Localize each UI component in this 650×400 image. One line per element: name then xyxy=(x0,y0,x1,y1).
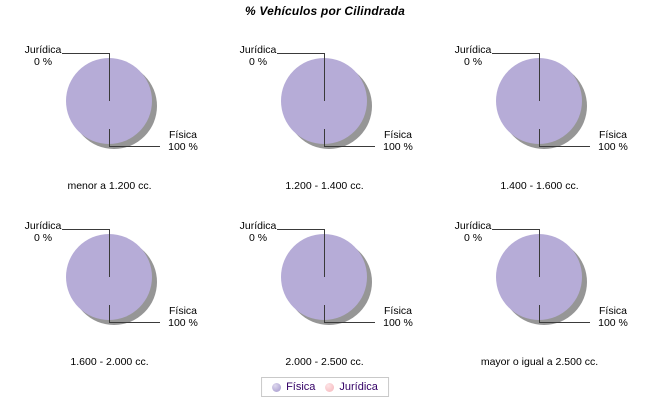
juridica-callout-line xyxy=(62,53,110,54)
fisica-callout-line-horizontal xyxy=(109,322,160,323)
slice-label-fisica: Física 100 % xyxy=(160,305,206,329)
slice-label-fisica-value: 100 % xyxy=(598,317,628,329)
chart-caption: 2.000 - 2.500 cc. xyxy=(285,356,364,368)
juridica-callout-line xyxy=(277,53,325,54)
slice-label-juridica: Jurídica 0 % xyxy=(15,220,71,244)
slice-label-fisica-name: Física xyxy=(383,305,412,317)
slice-label-fisica-value: 100 % xyxy=(383,317,413,329)
fisica-callout-line-horizontal xyxy=(324,322,375,323)
fisica-callout-line-vertical xyxy=(109,305,110,323)
slice-divider-line xyxy=(539,53,540,101)
slice-label-juridica-value: 0 % xyxy=(463,56,483,68)
slice-label-juridica: Jurídica 0 % xyxy=(445,44,501,68)
slice-label-fisica-name: Física xyxy=(598,129,627,141)
pie-chart: Jurídica 0 % Física 100 % 1.200 - 1.400 … xyxy=(217,30,432,206)
juridica-callout-line xyxy=(492,53,540,54)
fisica-callout-line-vertical xyxy=(324,129,325,147)
slice-label-juridica: Jurídica 0 % xyxy=(445,220,501,244)
slice-label-fisica-value: 100 % xyxy=(598,141,628,153)
juridica-callout-line xyxy=(277,229,325,230)
slice-divider-line xyxy=(324,53,325,101)
slice-label-juridica-value: 0 % xyxy=(33,232,53,244)
chart-caption: menor a 1.200 cc. xyxy=(67,180,152,192)
chart-caption: 1.400 - 1.600 cc. xyxy=(500,180,579,192)
pie-chart: Jurídica 0 % Física 100 % 1.400 - 1.600 … xyxy=(432,30,647,206)
fisica-callout-line-horizontal xyxy=(539,146,590,147)
legend-label-fisica: Física xyxy=(286,381,316,393)
fisica-callout-line-vertical xyxy=(539,129,540,147)
slice-label-juridica-name: Jurídica xyxy=(239,44,277,56)
slice-label-fisica: Física 100 % xyxy=(590,305,636,329)
slice-label-juridica-name: Jurídica xyxy=(24,220,62,232)
legend: Física Jurídica xyxy=(261,377,389,397)
juridica-callout-line xyxy=(62,229,110,230)
slice-label-juridica-name: Jurídica xyxy=(454,220,492,232)
fisica-callout-line-vertical xyxy=(324,305,325,323)
page-title: % Vehículos por Cilindrada xyxy=(244,4,406,18)
fisica-callout-line-horizontal xyxy=(324,146,375,147)
slice-label-fisica-name: Física xyxy=(598,305,627,317)
slice-label-fisica: Física 100 % xyxy=(375,305,421,329)
slice-divider-line xyxy=(324,229,325,277)
chart-caption: 1.600 - 2.000 cc. xyxy=(70,356,149,368)
fisica-callout-line-horizontal xyxy=(539,322,590,323)
pie-chart: Jurídica 0 % Física 100 % mayor o igual … xyxy=(432,206,647,382)
slice-label-juridica: Jurídica 0 % xyxy=(230,44,286,68)
slice-label-juridica-name: Jurídica xyxy=(24,44,62,56)
slice-label-fisica: Física 100 % xyxy=(590,129,636,153)
legend-label-juridica: Jurídica xyxy=(339,381,378,393)
slice-divider-line xyxy=(539,229,540,277)
slice-label-fisica-value: 100 % xyxy=(168,317,198,329)
slice-label-juridica-name: Jurídica xyxy=(454,44,492,56)
slice-label-juridica-value: 0 % xyxy=(463,232,483,244)
slice-label-fisica-name: Física xyxy=(383,129,412,141)
slice-label-juridica: Jurídica 0 % xyxy=(230,220,286,244)
slice-label-juridica: Jurídica 0 % xyxy=(15,44,71,68)
slice-label-fisica-name: Física xyxy=(168,129,197,141)
slice-label-juridica-value: 0 % xyxy=(248,56,268,68)
legend-marker-fisica-icon xyxy=(272,382,282,392)
charts-grid: Jurídica 0 % Física 100 % menor a 1.200 … xyxy=(2,30,648,382)
slice-divider-line xyxy=(109,53,110,101)
chart-caption: mayor o igual a 2.500 cc. xyxy=(480,356,599,368)
fisica-callout-line-vertical xyxy=(109,129,110,147)
juridica-callout-line xyxy=(492,229,540,230)
slice-label-fisica-value: 100 % xyxy=(383,141,413,153)
slice-label-fisica: Física 100 % xyxy=(375,129,421,153)
pie-chart: Jurídica 0 % Física 100 % 1.600 - 2.000 … xyxy=(2,206,217,382)
pie-chart: Jurídica 0 % Física 100 % menor a 1.200 … xyxy=(2,30,217,206)
slice-label-juridica-value: 0 % xyxy=(248,232,268,244)
chart-caption: 1.200 - 1.400 cc. xyxy=(285,180,364,192)
slice-label-juridica-name: Jurídica xyxy=(239,220,277,232)
legend-marker-juridica-icon xyxy=(325,382,335,392)
fisica-callout-line-vertical xyxy=(539,305,540,323)
slice-label-fisica-value: 100 % xyxy=(168,141,198,153)
slice-label-fisica: Física 100 % xyxy=(160,129,206,153)
slice-label-fisica-name: Física xyxy=(168,305,197,317)
slice-label-juridica-value: 0 % xyxy=(33,56,53,68)
pie-chart: Jurídica 0 % Física 100 % 2.000 - 2.500 … xyxy=(217,206,432,382)
slice-divider-line xyxy=(109,229,110,277)
fisica-callout-line-horizontal xyxy=(109,146,160,147)
